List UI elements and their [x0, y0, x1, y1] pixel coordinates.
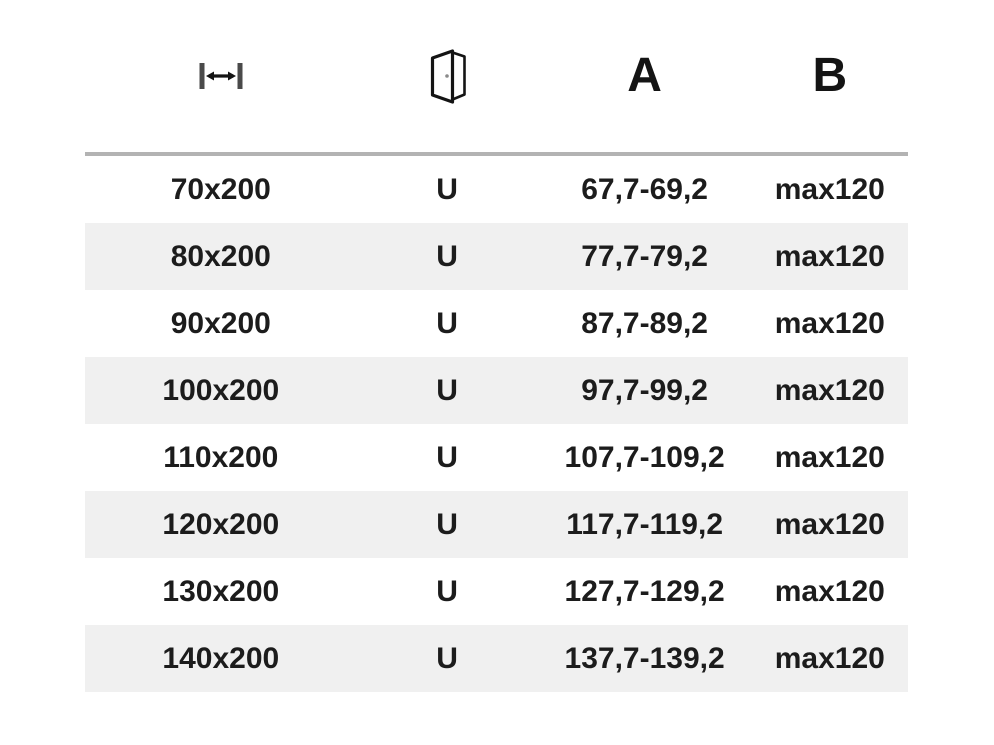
table-row: 70x200 U 67,7-69,2 max120 [85, 156, 908, 223]
column-header-b: B [752, 52, 908, 100]
size-cell: 90x200 [170, 306, 271, 340]
col-a-label: A [627, 49, 662, 102]
b-max-cell: max120 [774, 507, 885, 541]
width-dimension-icon [198, 61, 244, 91]
b-max-cell: max120 [774, 440, 885, 474]
door-type-cell: U [436, 641, 458, 675]
door-type-cell: U [436, 172, 458, 206]
table-row: 110x200 U 107,7-109,2 max120 [85, 424, 908, 491]
column-header-door-type [357, 48, 538, 105]
table-row: 80x200 U 77,7-79,2 max120 [85, 223, 908, 290]
size-cell: 70x200 [170, 172, 271, 206]
table-header-row: A B [85, 0, 908, 152]
size-cell: 140x200 [162, 641, 280, 675]
a-range-cell: 137,7-139,2 [564, 641, 725, 675]
a-range-cell: 77,7-79,2 [581, 239, 708, 273]
col-b-label: B [812, 49, 848, 102]
table-row: 130x200 U 127,7-129,2 max120 [85, 558, 908, 625]
header-separator-line [85, 152, 908, 156]
door-type-cell: U [436, 574, 458, 608]
size-cell: 120x200 [162, 507, 280, 541]
table-row: 140x200 U 137,7-139,2 max120 [85, 625, 908, 692]
size-cell: 110x200 [163, 440, 279, 474]
column-header-width [85, 61, 357, 91]
table-row: 90x200 U 87,7-89,2 max120 [85, 290, 908, 357]
a-range-cell: 127,7-129,2 [564, 574, 725, 608]
door-size-spec-table: A B 70x200 U 67,7-69,2 max120 80x200 U 7… [85, 0, 908, 692]
door-type-cell: U [436, 373, 458, 407]
b-max-cell: max120 [774, 239, 885, 273]
door-type-cell: U [436, 239, 458, 273]
size-cell: 80x200 [170, 239, 271, 273]
table-row: 100x200 U 97,7-99,2 max120 [85, 357, 908, 424]
door-type-cell: U [436, 306, 458, 340]
door-type-cell: U [436, 440, 458, 474]
b-max-cell: max120 [774, 306, 885, 340]
table-row: 120x200 U 117,7-119,2 max120 [85, 491, 908, 558]
b-max-cell: max120 [774, 641, 885, 675]
a-range-cell: 97,7-99,2 [581, 373, 708, 407]
a-range-cell: 107,7-109,2 [564, 440, 725, 474]
b-max-cell: max120 [774, 373, 885, 407]
size-cell: 100x200 [162, 373, 280, 407]
a-range-cell: 87,7-89,2 [581, 306, 708, 340]
b-max-cell: max120 [774, 574, 885, 608]
size-cell: 130x200 [162, 574, 280, 608]
open-door-icon [426, 48, 468, 105]
door-type-cell: U [436, 507, 458, 541]
column-header-a: A [538, 52, 752, 100]
a-range-cell: 117,7-119,2 [566, 507, 724, 541]
b-max-cell: max120 [774, 172, 885, 206]
a-range-cell: 67,7-69,2 [581, 172, 708, 206]
